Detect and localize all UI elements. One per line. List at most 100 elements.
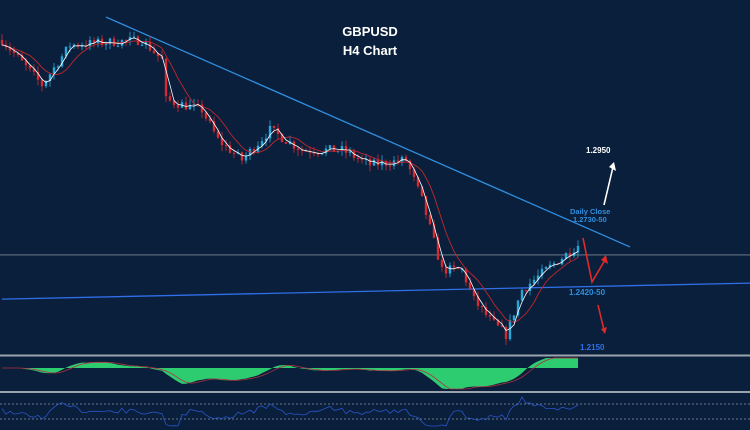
candle-body bbox=[564, 253, 568, 259]
candle-body bbox=[464, 268, 468, 283]
candle-body bbox=[300, 150, 304, 152]
candle-body bbox=[224, 145, 228, 147]
candle-body bbox=[168, 96, 172, 101]
candle-body bbox=[372, 159, 376, 166]
candle-body bbox=[352, 151, 356, 158]
candle-body bbox=[460, 268, 464, 270]
candle-body bbox=[448, 265, 452, 274]
candle-body bbox=[412, 169, 416, 177]
candle-body bbox=[324, 148, 328, 154]
candle-body bbox=[428, 215, 432, 225]
candle-body bbox=[524, 290, 528, 292]
candle-body bbox=[28, 65, 32, 69]
support-trendline bbox=[1, 282, 750, 300]
chart-subtitle: H4 Chart bbox=[342, 43, 398, 58]
candle-body bbox=[260, 141, 264, 146]
candle-body bbox=[408, 160, 412, 170]
candle-body bbox=[316, 153, 320, 155]
candle-body bbox=[452, 265, 456, 268]
candle-body bbox=[476, 296, 480, 306]
candle-body bbox=[80, 45, 84, 47]
candle-body bbox=[124, 40, 128, 42]
moving-average-fast bbox=[1, 37, 579, 332]
candle-body bbox=[552, 263, 556, 265]
candle-body bbox=[140, 44, 144, 46]
candle-body bbox=[132, 36, 136, 38]
annotation-target-down: 1.2150 bbox=[580, 343, 605, 352]
candle-body bbox=[544, 267, 548, 269]
candle-body bbox=[384, 160, 388, 166]
candle-body bbox=[388, 165, 392, 167]
candle-body bbox=[200, 104, 204, 113]
candle-body bbox=[356, 157, 360, 159]
candle-body bbox=[8, 47, 12, 51]
candle-body bbox=[60, 56, 64, 67]
candle-body bbox=[424, 196, 428, 216]
candle-body bbox=[284, 141, 288, 144]
bearish-arrowhead bbox=[601, 327, 607, 334]
candle-body bbox=[176, 104, 180, 108]
candle-body bbox=[264, 138, 268, 142]
candle-body bbox=[468, 282, 472, 289]
candle-body bbox=[128, 37, 132, 41]
candle-body bbox=[184, 102, 188, 110]
candle-body bbox=[228, 145, 232, 153]
candle-body bbox=[484, 307, 488, 316]
candle-body bbox=[20, 54, 24, 61]
candle-body bbox=[268, 125, 272, 139]
candle-body bbox=[232, 152, 236, 154]
candle-body bbox=[24, 60, 28, 66]
candle-body bbox=[528, 283, 532, 291]
bullish-arrowhead bbox=[609, 162, 616, 171]
candle-body bbox=[328, 145, 332, 149]
candle-body bbox=[52, 67, 56, 75]
annotation-daily-close-value: 1.2730-50 bbox=[573, 215, 607, 224]
oscillator-histogram bbox=[2, 358, 578, 389]
candle-body bbox=[208, 118, 212, 122]
candle-body bbox=[540, 268, 544, 276]
candle-body bbox=[360, 158, 364, 160]
candle-body bbox=[48, 74, 52, 81]
candle-body bbox=[380, 160, 384, 166]
candle-body bbox=[344, 145, 348, 153]
candle-body bbox=[520, 290, 524, 301]
rsi-line bbox=[1, 396, 579, 427]
candle-body bbox=[576, 245, 580, 253]
candle-body bbox=[116, 45, 120, 47]
candle-body bbox=[340, 145, 344, 151]
candle-body bbox=[56, 66, 60, 68]
candle-body bbox=[416, 176, 420, 187]
candle-body bbox=[108, 38, 112, 45]
candle-body bbox=[456, 267, 460, 270]
candle-body bbox=[440, 259, 444, 267]
candle-body bbox=[204, 112, 208, 119]
candle-body bbox=[192, 104, 196, 106]
candle-body bbox=[164, 58, 168, 97]
candle-body bbox=[172, 100, 176, 105]
candle-body bbox=[512, 315, 516, 321]
candle-body bbox=[348, 151, 352, 153]
candle-body bbox=[396, 160, 400, 162]
candle-body bbox=[68, 46, 72, 48]
candle-body bbox=[560, 258, 564, 265]
candle-body bbox=[112, 38, 116, 46]
annotation-support-level: 1.2420-50 bbox=[569, 288, 606, 297]
bearish-target-arrow bbox=[597, 304, 605, 331]
candle-body bbox=[12, 50, 16, 54]
candle-body bbox=[36, 71, 40, 80]
candle-body bbox=[444, 266, 448, 274]
candle-body bbox=[104, 44, 108, 46]
candle-body bbox=[364, 159, 368, 161]
candle-body bbox=[296, 148, 300, 151]
candle-body bbox=[64, 46, 68, 57]
chart-title: GBPUSD bbox=[342, 24, 398, 39]
candle-body bbox=[292, 141, 296, 149]
oscillator-signal-line bbox=[2, 357, 578, 390]
candle-body bbox=[508, 320, 512, 340]
bullish-target-arrow bbox=[603, 166, 614, 206]
candle-body bbox=[472, 288, 476, 297]
annotation-daily-close-label: Daily Close bbox=[570, 207, 611, 216]
candle-body bbox=[156, 53, 160, 57]
